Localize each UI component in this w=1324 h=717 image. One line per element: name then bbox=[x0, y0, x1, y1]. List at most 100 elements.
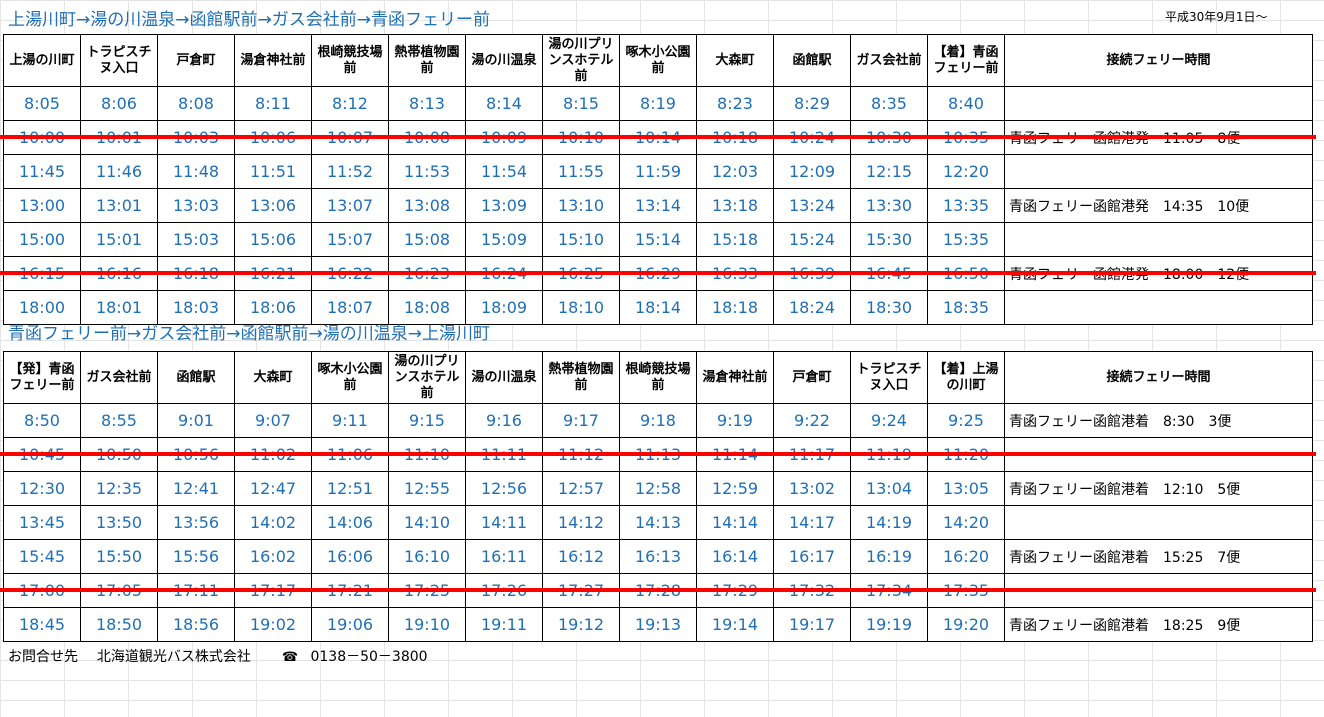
time-cell: 15:30 bbox=[850, 222, 928, 257]
stop-header: 啄木小公園前 bbox=[311, 351, 389, 404]
time-cell: 18:50 bbox=[80, 607, 158, 642]
inbound-header-row: 【発】青函フェリー前 ガス会社前 函館駅 大森町 啄木小公園前 湯の川プリンスホテル前 湯の… bbox=[3, 351, 1313, 404]
time-cell: 12:56 bbox=[465, 471, 543, 506]
time-cell: 13:18 bbox=[696, 188, 774, 223]
time-cell: 11:45 bbox=[3, 154, 81, 189]
time-cell: 13:35 bbox=[927, 188, 1005, 223]
stop-header: トラピスチヌ入口 bbox=[850, 351, 928, 404]
time-cell: 13:45 bbox=[3, 505, 81, 540]
timetable-row: 8:50 8:55 9:01 9:07 9:11 9:15 9:16 9:17 9:18 9:19… bbox=[3, 403, 1313, 438]
time-cell: 13:14 bbox=[619, 188, 697, 223]
time-cell: 12:58 bbox=[619, 471, 697, 506]
time-cell: 15:14 bbox=[619, 222, 697, 257]
time-cell: 18:30 bbox=[850, 290, 928, 325]
ferry-connection-note: 青函フェリー函館港着 18:25 9便 bbox=[1004, 607, 1313, 642]
time-cell: 19:14 bbox=[696, 607, 774, 642]
inbound-timetable: 【発】青函フェリー前 ガス会社前 函館駅 大森町 啄木小公園前 湯の川プリンスホテル前 湯の… bbox=[3, 351, 1313, 642]
time-cell: 18:14 bbox=[619, 290, 697, 325]
time-cell: 11:55 bbox=[542, 154, 620, 189]
time-cell: 8:13 bbox=[388, 86, 466, 121]
stop-header: 函館駅 bbox=[157, 351, 235, 404]
time-cell: 18:45 bbox=[3, 607, 81, 642]
time-cell: 16:20 bbox=[927, 539, 1005, 574]
time-cell: 13:24 bbox=[773, 188, 851, 223]
time-cell: 14:02 bbox=[234, 505, 312, 540]
outbound-header-row: 上湯の川町 トラピスチヌ入口 戸倉町 湯倉神社前 根崎競技場前 熱帯植物園前 湯の川温泉 湯の… bbox=[3, 34, 1313, 87]
stop-header: 啄木小公園前 bbox=[619, 34, 697, 87]
time-cell: 13:08 bbox=[388, 188, 466, 223]
time-cell: 11:46 bbox=[80, 154, 158, 189]
stop-header: 湯倉神社前 bbox=[696, 351, 774, 404]
time-cell: 13:10 bbox=[542, 188, 620, 223]
time-cell: 12:03 bbox=[696, 154, 774, 189]
time-cell: 15:09 bbox=[465, 222, 543, 257]
stop-header: 湯の川プリンスホテル前 bbox=[542, 34, 620, 87]
telephone-icon: ☎ bbox=[281, 650, 299, 665]
time-cell: 11:54 bbox=[465, 154, 543, 189]
time-cell: 16:02 bbox=[234, 539, 312, 574]
time-cell: 11:53 bbox=[388, 154, 466, 189]
time-cell: 9:25 bbox=[927, 403, 1005, 438]
time-cell: 8:23 bbox=[696, 86, 774, 121]
time-cell: 15:10 bbox=[542, 222, 620, 257]
time-cell: 16:12 bbox=[542, 539, 620, 574]
time-cell: 15:03 bbox=[157, 222, 235, 257]
time-cell: 9:11 bbox=[311, 403, 389, 438]
time-cell: 13:03 bbox=[157, 188, 235, 223]
time-cell: 13:56 bbox=[157, 505, 235, 540]
time-cell: 18:56 bbox=[157, 607, 235, 642]
time-cell: 8:50 bbox=[3, 403, 81, 438]
timetable-row: 13:00 13:01 13:03 13:06 13:07 13:08 13:09 13:10… bbox=[3, 188, 1313, 223]
time-cell: 16:14 bbox=[696, 539, 774, 574]
time-cell: 16:06 bbox=[311, 539, 389, 574]
time-cell: 19:11 bbox=[465, 607, 543, 642]
time-cell: 19:20 bbox=[927, 607, 1005, 642]
ferry-connection-note bbox=[1004, 290, 1313, 325]
time-cell: 15:08 bbox=[388, 222, 466, 257]
time-cell: 11:59 bbox=[619, 154, 697, 189]
time-cell: 9:18 bbox=[619, 403, 697, 438]
time-cell: 16:19 bbox=[850, 539, 928, 574]
time-cell: 9:17 bbox=[542, 403, 620, 438]
time-cell: 13:30 bbox=[850, 188, 928, 223]
time-cell: 15:07 bbox=[311, 222, 389, 257]
time-cell: 13:02 bbox=[773, 471, 851, 506]
time-cell: 9:19 bbox=[696, 403, 774, 438]
time-cell: 19:10 bbox=[388, 607, 466, 642]
time-cell: 18:10 bbox=[542, 290, 620, 325]
time-cell: 19:19 bbox=[850, 607, 928, 642]
time-cell: 8:29 bbox=[773, 86, 851, 121]
time-cell: 9:24 bbox=[850, 403, 928, 438]
time-cell: 18:09 bbox=[465, 290, 543, 325]
time-cell: 11:48 bbox=[157, 154, 235, 189]
time-cell: 18:24 bbox=[773, 290, 851, 325]
time-cell: 13:05 bbox=[927, 471, 1005, 506]
time-cell: 8:35 bbox=[850, 86, 928, 121]
time-cell: 9:22 bbox=[773, 403, 851, 438]
contact-label: お問合せ先 bbox=[8, 649, 78, 665]
time-cell: 14:10 bbox=[388, 505, 466, 540]
time-cell: 13:07 bbox=[311, 188, 389, 223]
time-cell: 12:35 bbox=[80, 471, 158, 506]
time-cell: 14:11 bbox=[465, 505, 543, 540]
time-cell: 8:12 bbox=[311, 86, 389, 121]
time-cell: 15:06 bbox=[234, 222, 312, 257]
stop-header: 熱帯植物園前 bbox=[388, 34, 466, 87]
time-cell: 16:13 bbox=[619, 539, 697, 574]
ferry-connection-note: 青函フェリー函館港着 12:10 5便 bbox=[1004, 471, 1313, 506]
time-cell: 19:13 bbox=[619, 607, 697, 642]
time-cell: 8:06 bbox=[80, 86, 158, 121]
time-cell: 14:06 bbox=[311, 505, 389, 540]
connecting-ferry-header: 接続フェリー時間 bbox=[1004, 34, 1313, 87]
time-cell: 14:20 bbox=[927, 505, 1005, 540]
time-cell: 18:01 bbox=[80, 290, 158, 325]
time-cell: 12:41 bbox=[157, 471, 235, 506]
time-cell: 13:01 bbox=[80, 188, 158, 223]
time-cell: 16:17 bbox=[773, 539, 851, 574]
ferry-connection-note bbox=[1004, 222, 1313, 257]
time-cell: 9:07 bbox=[234, 403, 312, 438]
inbound-title: 青函フェリー前→ガス会社前→函館駅前→湯の川温泉→上湯川町 bbox=[8, 324, 490, 344]
stop-header: 根崎競技場前 bbox=[311, 34, 389, 87]
time-cell: 18:08 bbox=[388, 290, 466, 325]
time-cell: 16:11 bbox=[465, 539, 543, 574]
